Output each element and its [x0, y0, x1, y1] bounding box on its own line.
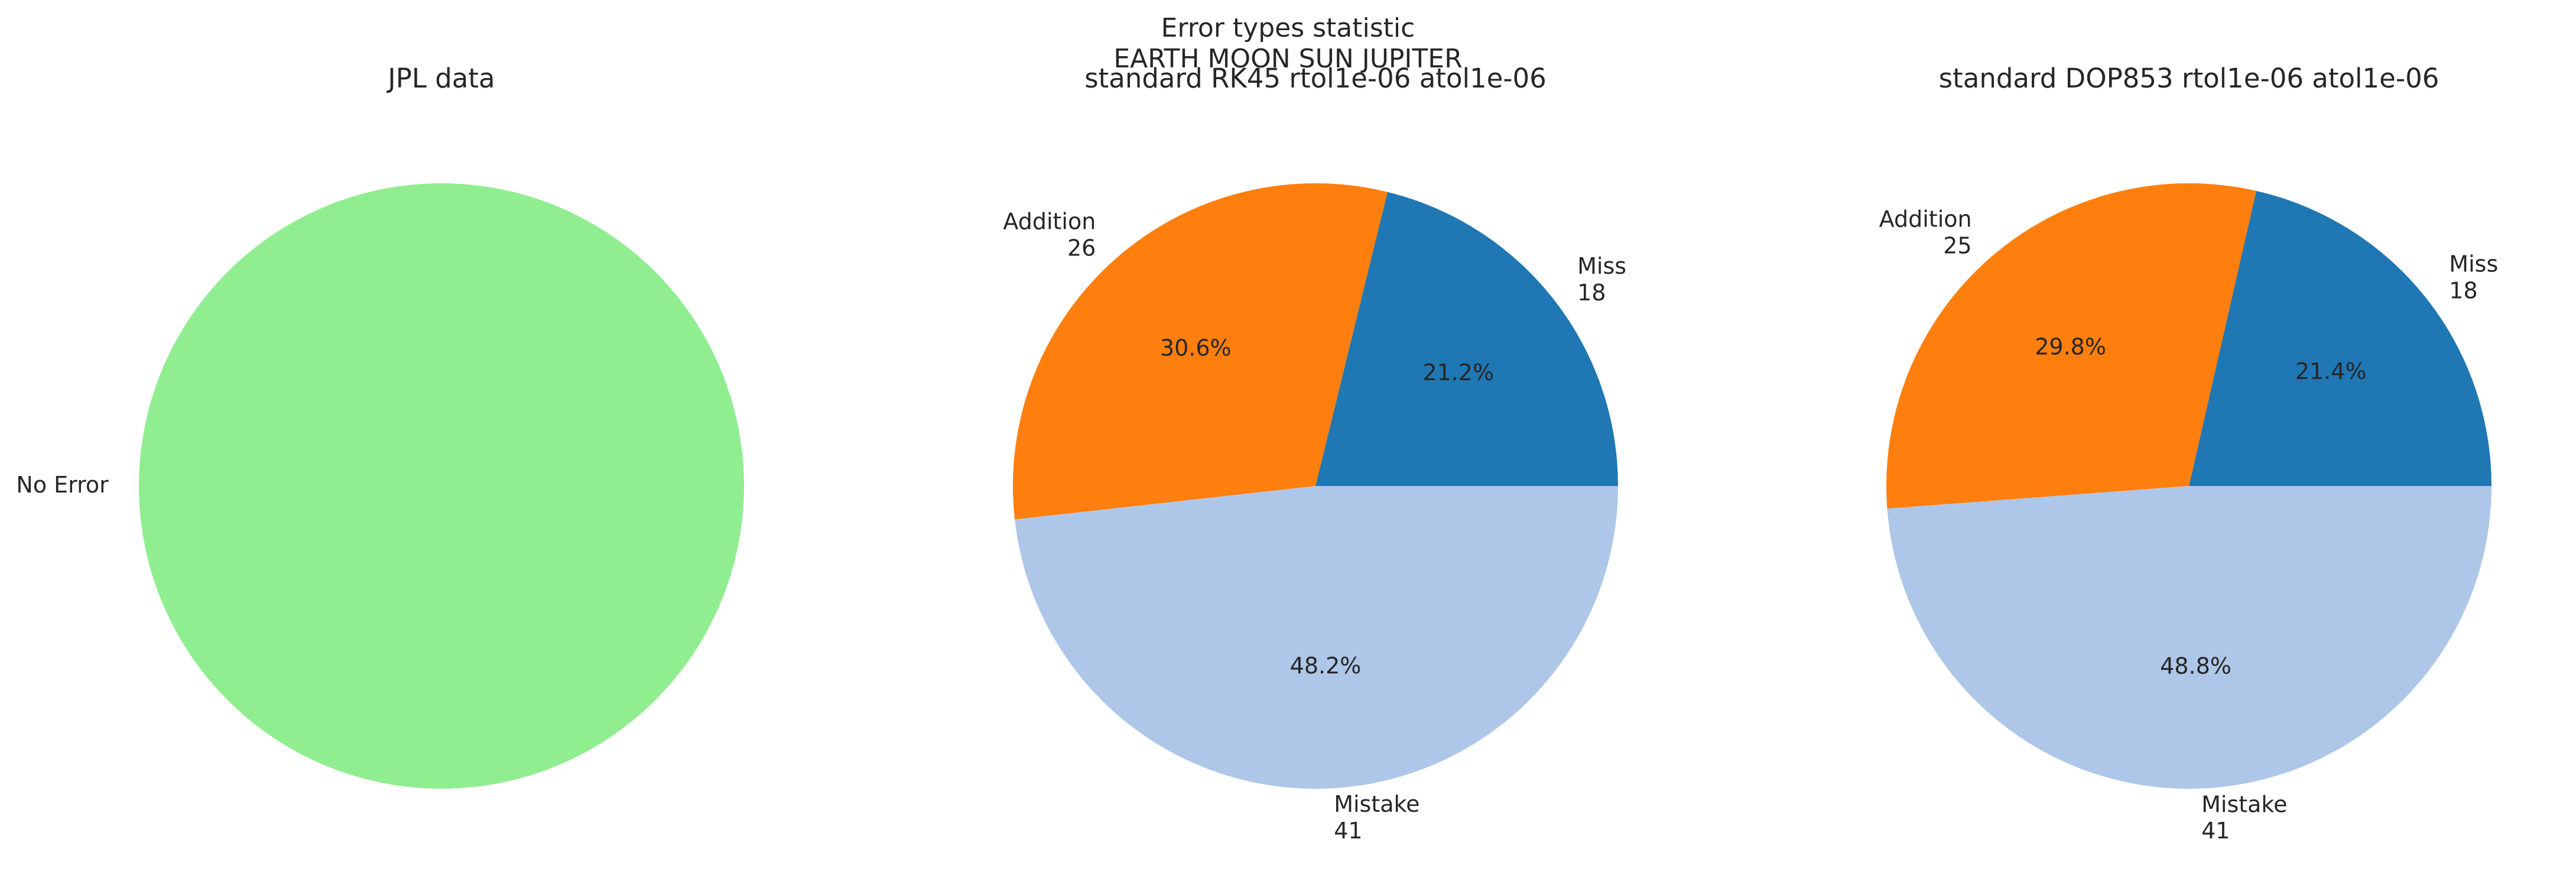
pie-2-slice-addition: [1012, 183, 1388, 520]
pie-chart-3: standard DOP853 rtol1e-06 atol1e-06 Miss 1…: [1879, 63, 2499, 844]
pie-3-pct-mistake: 48.8%: [2160, 653, 2231, 679]
pie-chart-1: JPL data No Error: [16, 63, 744, 789]
pie-2-pct-addition: 30.6%: [1160, 335, 1232, 361]
pie-2-slice-mistake: [1015, 486, 1618, 789]
pie-1-slice-no-error: [139, 183, 744, 789]
pie-3-label-miss: Miss 18: [2449, 251, 2498, 303]
pie-3-slice-addition: [1886, 183, 2256, 509]
figure-suptitle-line-1: Error types statistic: [1161, 13, 1415, 43]
pie-3-slice-mistake: [1887, 486, 2491, 789]
pie-2-slice-miss: [1315, 192, 1618, 486]
pie-2-label-mistake: Mistake 41: [1334, 790, 1419, 843]
pie-3-pct-addition: 29.8%: [2035, 334, 2106, 360]
pie-3-slice-miss: [2189, 190, 2491, 486]
pie-3-title: standard DOP853 rtol1e-06 atol1e-06: [1939, 63, 2439, 94]
pie-3-label-mistake: Mistake 41: [2201, 791, 2287, 844]
pie-2-label-miss: Miss 18: [1577, 252, 1626, 305]
pie-3-pct-miss: 21.4%: [2295, 358, 2367, 384]
pie-2-title: standard RK45 rtol1e-06 atol1e-06: [1084, 63, 1547, 94]
pie-1-title: JPL data: [386, 63, 495, 94]
pie-1-label-no-error: No Error: [16, 472, 109, 498]
pie-2-pct-miss: 21.2%: [1422, 359, 1494, 385]
figure-suptitle-line-2: EARTH MOON SUN JUPITER: [1113, 44, 1463, 74]
pie-chart-2: standard RK45 rtol1e-06 atol1e-06 Miss 18 2…: [1003, 63, 1626, 843]
pie-3-label-addition: Addition 25: [1879, 206, 1972, 258]
pie-2-label-addition: Addition 26: [1003, 208, 1096, 261]
pie-2-pct-mistake: 48.2%: [1290, 653, 1362, 679]
